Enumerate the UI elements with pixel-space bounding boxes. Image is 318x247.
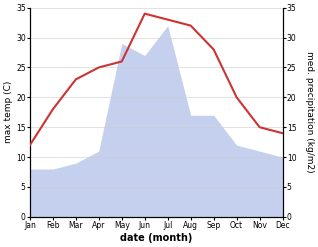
Y-axis label: med. precipitation (kg/m2): med. precipitation (kg/m2) — [305, 51, 314, 173]
Y-axis label: max temp (C): max temp (C) — [4, 81, 13, 144]
X-axis label: date (month): date (month) — [120, 233, 192, 243]
